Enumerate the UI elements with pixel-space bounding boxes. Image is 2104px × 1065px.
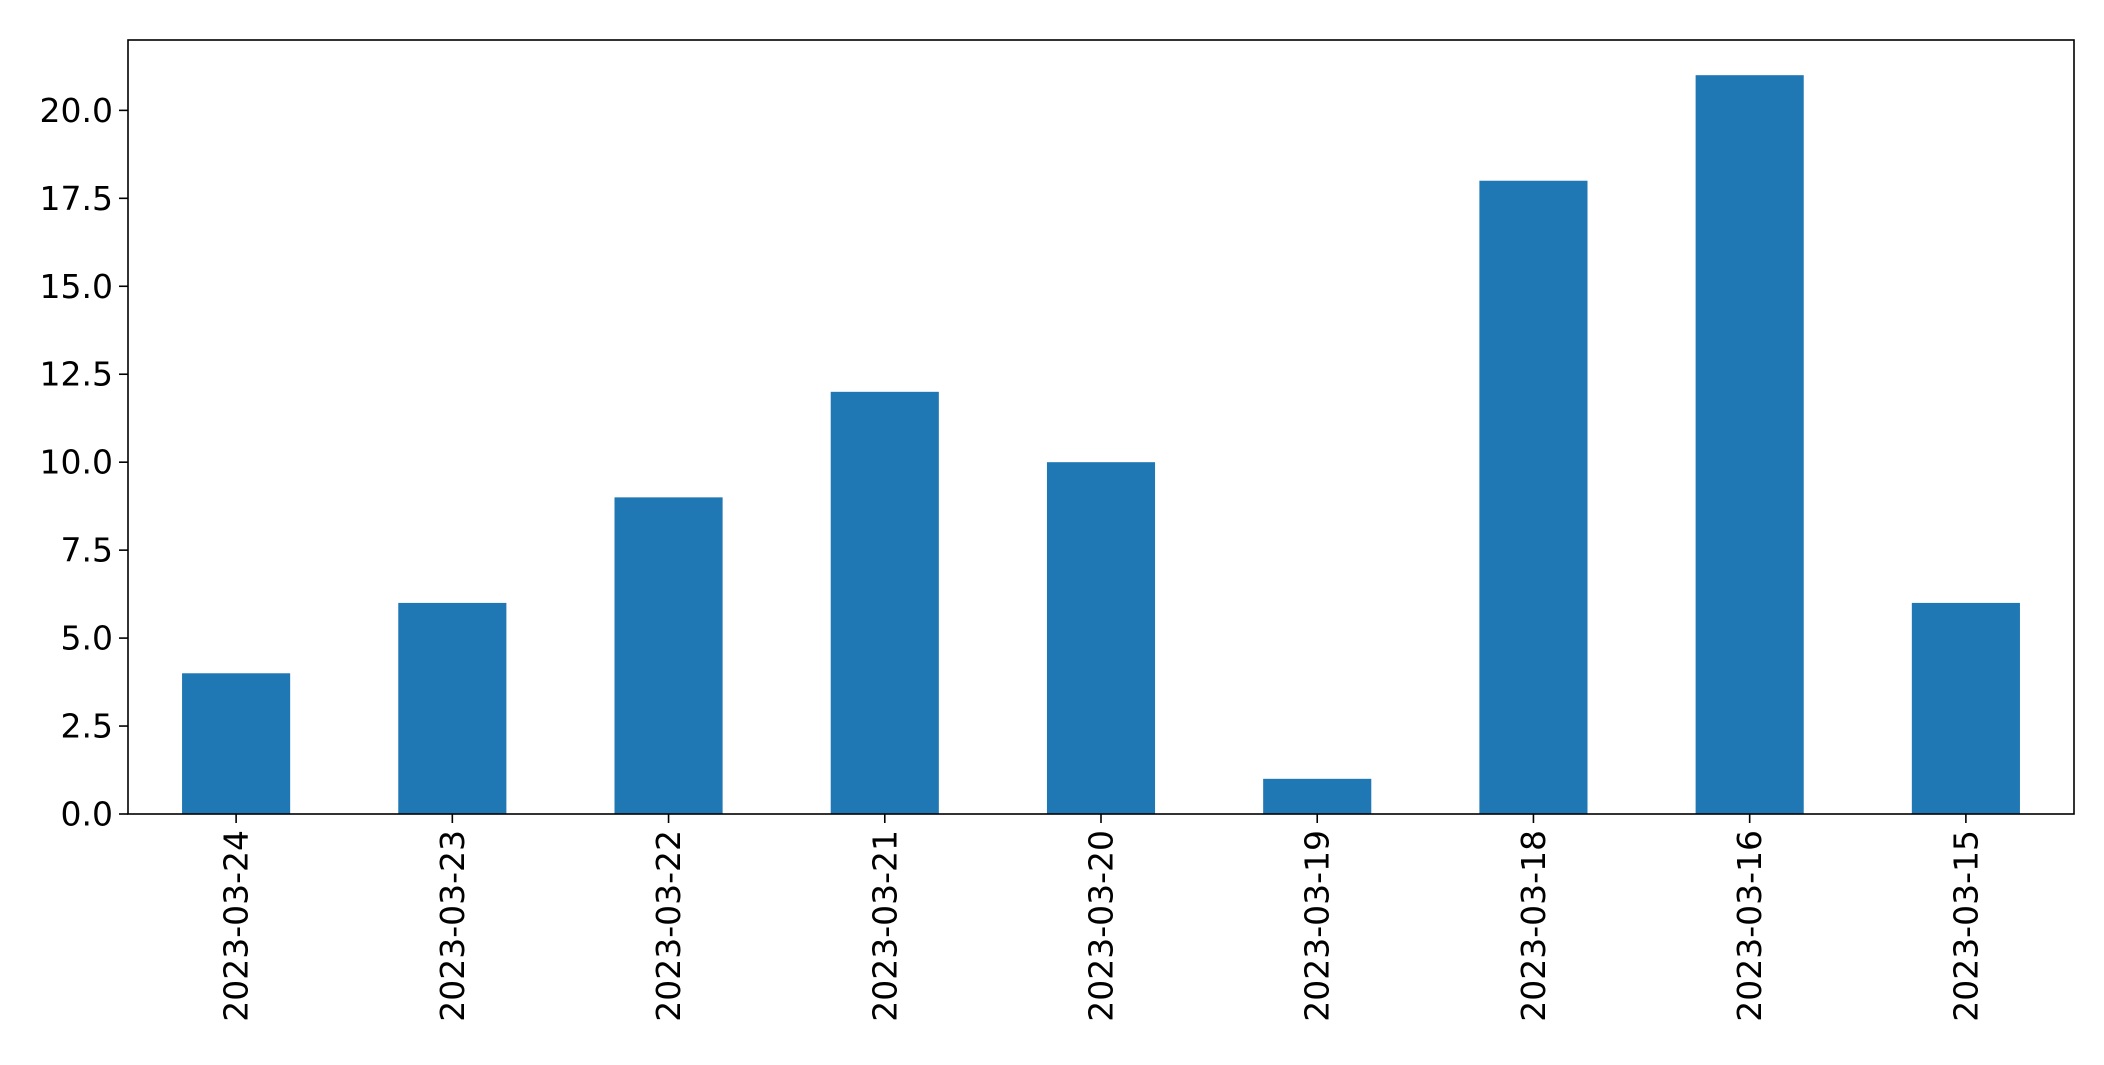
x-tick-label: 2023-03-16 bbox=[1730, 830, 1769, 1022]
bar-2023-03-24 bbox=[182, 673, 291, 814]
x-tick-label: 2023-03-22 bbox=[649, 830, 688, 1022]
bar-2023-03-23 bbox=[398, 602, 507, 814]
y-tick-label: 2.5 bbox=[61, 707, 113, 746]
y-tick-label: 0.0 bbox=[61, 795, 113, 834]
y-tick-label: 20.0 bbox=[40, 91, 113, 130]
x-tick-label: 2023-03-24 bbox=[217, 830, 256, 1022]
x-tick-label: 2023-03-19 bbox=[1298, 830, 1337, 1022]
y-tick-label: 7.5 bbox=[61, 531, 113, 570]
bar-2023-03-19 bbox=[1263, 778, 1372, 814]
y-axis: 0.0 2.5 5.0 7.5 10.0 12.5 15.0 17.5 20.0 bbox=[40, 91, 128, 834]
x-tick-label: 2023-03-15 bbox=[1946, 830, 1985, 1022]
y-tick-label: 15.0 bbox=[40, 267, 113, 306]
y-tick-label: 17.5 bbox=[40, 179, 113, 218]
y-tick-label: 12.5 bbox=[40, 355, 113, 394]
bars-layer bbox=[182, 75, 2020, 814]
bar-2023-03-21 bbox=[830, 391, 939, 814]
plot-frame bbox=[127, 39, 2075, 815]
bar-2023-03-18 bbox=[1479, 180, 1588, 814]
y-tick-label: 10.0 bbox=[40, 443, 113, 482]
bar-2023-03-22 bbox=[614, 497, 723, 814]
y-tick-label: 5.0 bbox=[61, 619, 113, 658]
bar-2023-03-20 bbox=[1046, 462, 1156, 814]
bar-2023-03-15 bbox=[1911, 602, 2020, 814]
x-axis: 2023-03-24 2023-03-23 2023-03-22 2023-03-21… bbox=[217, 814, 1985, 1022]
x-tick-label: 2023-03-23 bbox=[433, 830, 472, 1022]
x-tick-label: 2023-03-18 bbox=[1514, 830, 1553, 1022]
x-tick-label: 2023-03-21 bbox=[865, 830, 904, 1022]
bar-2023-03-16 bbox=[1695, 75, 1804, 814]
x-tick-label: 2023-03-20 bbox=[1082, 830, 1121, 1022]
